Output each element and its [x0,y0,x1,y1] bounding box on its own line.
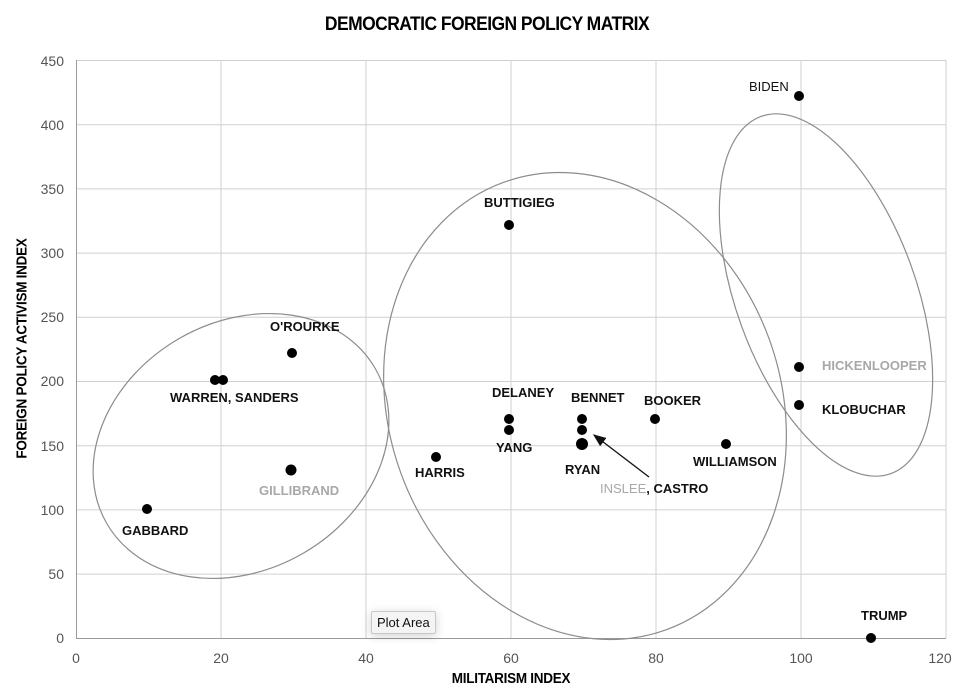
y-tick: 0 [56,630,64,646]
center-cluster-ellipse[interactable] [319,115,850,696]
point-trump[interactable] [866,633,876,643]
plot-area-tooltip: Plot Area [371,611,436,634]
point-delaney[interactable] [504,414,514,424]
y-tick: 450 [41,53,65,69]
y-tick: 100 [41,502,65,518]
point-booker[interactable] [650,414,660,424]
y-tick: 300 [41,245,65,261]
label-inslee-castro: INSLEE, CASTRO [600,481,708,496]
y-tick: 350 [41,181,65,197]
point-williamson[interactable] [721,439,731,449]
point-bennet[interactable] [577,414,587,424]
chart-title: DEMOCRATIC FOREIGN POLICY MATRIX [324,14,650,35]
label-ryan: RYAN [565,462,600,477]
y-tick: 400 [41,117,65,133]
x-tick: 120 [928,650,952,666]
x-tick: 60 [503,650,519,666]
label-biden: BIDEN [749,79,789,94]
y-tick: 50 [48,566,64,582]
label-yang: YANG [496,440,532,455]
x-tick: 0 [72,650,80,666]
label-williamson: WILLIAMSON [693,454,777,469]
label-orourke: O'ROURKE [270,319,340,334]
label-klobuchar: KLOBUCHAR [822,402,906,417]
label-buttigieg: BUTTIGIEG [484,195,555,210]
y-tick: 150 [41,438,65,454]
point-orourke[interactable] [287,348,297,358]
right-cluster-ellipse[interactable] [676,86,974,505]
label-delaney: DELANEY [492,385,554,400]
gridlines [76,60,947,638]
x-tick: 40 [358,650,374,666]
label-trump: TRUMP [861,608,908,623]
label-hickenlooper: HICKENLOOPER [822,358,927,373]
label-castro: , CASTRO [646,481,708,496]
label-gillibrand: GILLIBRAND [259,483,339,498]
label-warren-sanders: WARREN, SANDERS [170,390,299,405]
point-labels: BIDEN HICKENLOOPER KLOBUCHAR O'ROURKE WA… [122,79,927,623]
label-harris: HARRIS [415,465,465,480]
label-bennet: BENNET [571,390,625,405]
x-tick: 100 [789,650,813,666]
point-gillibrand[interactable] [285,464,297,476]
x-tick-labels: 0 20 40 60 80 100 120 [72,650,952,666]
label-gabbard: GABBARD [122,523,188,538]
point-gabbard[interactable] [142,504,152,514]
point-klobuchar[interactable] [794,400,804,410]
x-tick: 80 [648,650,664,666]
y-tick-labels: 0 50 100 150 200 250 300 350 400 450 [41,53,65,646]
point-buttigieg[interactable] [504,220,514,230]
point-sanders[interactable] [218,375,228,385]
data-points [142,91,876,643]
left-cluster-ellipse[interactable] [45,261,437,631]
point-yang[interactable] [504,425,514,435]
y-tick: 250 [41,309,65,325]
x-tick: 20 [213,650,229,666]
point-inslee-castro[interactable] [577,425,587,435]
inslee-castro-arrow [592,434,650,478]
label-inslee: INSLEE [600,481,647,496]
y-tick: 200 [41,373,65,389]
point-biden[interactable] [794,91,804,101]
point-ryan[interactable] [576,438,588,450]
label-booker: BOOKER [644,393,702,408]
x-axis-label: MILITARISM INDEX [451,670,571,687]
point-harris[interactable] [431,452,441,462]
point-warren[interactable] [210,375,220,385]
point-hickenlooper[interactable] [794,362,804,372]
